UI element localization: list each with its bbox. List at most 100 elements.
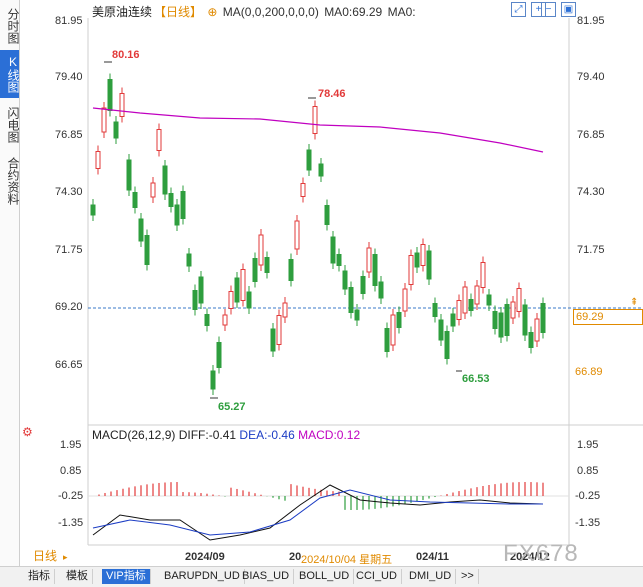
candle-body bbox=[138, 218, 144, 242]
candle-body bbox=[312, 106, 318, 134]
candle-body bbox=[162, 165, 168, 195]
candle-body bbox=[216, 342, 222, 368]
candle-body bbox=[222, 314, 228, 326]
tab-indicators[interactable]: 指标 bbox=[24, 569, 55, 584]
candle-body bbox=[342, 270, 348, 290]
tab-timeshare[interactable]: 分时图 bbox=[6, 8, 20, 44]
macd-name: MACD(26,12,9) bbox=[92, 428, 176, 442]
macd-tick-right-0: 1.95 bbox=[577, 439, 599, 451]
candle-body bbox=[462, 286, 468, 314]
tab-barupdn[interactable]: BARUPDN_UD bbox=[160, 569, 245, 584]
high2-marker: 78.46 bbox=[308, 88, 346, 100]
candle-body bbox=[246, 291, 252, 309]
tab-flash[interactable]: 闪电图 bbox=[6, 107, 20, 143]
chart-header: 美原油连续 【日线】 ⊕ MA(0,0,200,0,0,0) MA0:69.29 … bbox=[92, 3, 418, 20]
candle-body bbox=[270, 328, 276, 352]
y-tick-right-4: 71.75 bbox=[577, 244, 605, 256]
zoom-out-icon[interactable]: − bbox=[541, 2, 556, 17]
macd-tick-left-0: 1.95 bbox=[60, 439, 82, 451]
candle-body bbox=[150, 182, 156, 198]
y-tick-right-0: 81.95 bbox=[577, 15, 605, 27]
period-label[interactable]: 【日线】 bbox=[154, 5, 203, 19]
candle-body bbox=[444, 331, 450, 359]
candle-body bbox=[516, 288, 522, 312]
candle-body bbox=[372, 254, 378, 286]
candle-body bbox=[282, 302, 288, 318]
candle-body bbox=[528, 332, 534, 348]
tab-dmi[interactable]: DMI_UD bbox=[405, 569, 457, 584]
macd-value: MACD:0.12 bbox=[298, 428, 361, 442]
candle-body bbox=[378, 281, 384, 299]
tab-vip-indicators[interactable]: VIP指标 bbox=[102, 569, 151, 584]
y-tick-left-2: 76.85 bbox=[55, 129, 83, 141]
candle-body bbox=[264, 257, 270, 273]
y-tick-left-0: 81.95 bbox=[55, 15, 83, 27]
tab-cci[interactable]: CCI_UD bbox=[352, 569, 402, 584]
symbol-name: 美原油连续 bbox=[92, 5, 153, 19]
candle-body bbox=[474, 285, 480, 305]
macd-tick-right-3: -1.35 bbox=[575, 517, 601, 529]
tab-more[interactable]: >> bbox=[457, 569, 479, 584]
expand-icon[interactable]: ▣ bbox=[561, 2, 576, 17]
y-tick-left-5: 69.20 bbox=[55, 301, 83, 313]
period-button[interactable]: 日线 ▸ bbox=[20, 548, 93, 565]
tab-bias[interactable]: BIAS_UD bbox=[238, 569, 295, 584]
candle-body bbox=[174, 204, 180, 226]
low2-marker: 66.53 bbox=[456, 370, 490, 385]
y-tick-left-3: 74.30 bbox=[55, 186, 83, 198]
macd-header: MACD(26,12,9) DIFF:-0.41 DEA:-0.46 MACD:… bbox=[92, 428, 360, 442]
candle-body bbox=[498, 312, 504, 338]
candle-body bbox=[396, 312, 402, 328]
candle-body bbox=[252, 258, 258, 282]
candle-body bbox=[192, 290, 198, 310]
tab-kline[interactable]: K线图 bbox=[0, 50, 20, 98]
candle-body bbox=[408, 255, 414, 285]
candle-body bbox=[288, 259, 294, 281]
x-label-3: 2024/12 bbox=[510, 551, 550, 563]
zoom-in-icon[interactable]: + bbox=[531, 2, 546, 17]
candle-body bbox=[240, 269, 246, 301]
candle-body bbox=[228, 291, 234, 309]
ma200-line bbox=[92, 107, 544, 153]
candle-body bbox=[156, 129, 162, 151]
candle-body bbox=[390, 314, 396, 346]
settings-icon[interactable]: ⊕ bbox=[207, 5, 218, 19]
candle-body bbox=[258, 234, 264, 266]
candle-body bbox=[450, 313, 456, 327]
candle-body bbox=[366, 247, 372, 273]
high-marker: 80.16 bbox=[104, 49, 140, 63]
period-button-label: 日线 bbox=[33, 549, 58, 563]
candle-body bbox=[107, 79, 113, 111]
tab-contract-info[interactable]: 合约资料 bbox=[6, 157, 20, 205]
candle-body bbox=[306, 149, 312, 171]
macd-settings-icon: ⚙ bbox=[22, 425, 33, 439]
candle-body bbox=[486, 294, 492, 306]
x-label-0: 2024/09 bbox=[185, 551, 225, 563]
left-tab-bar: 分时图 K线图 闪电图 合约资料 bbox=[0, 0, 20, 566]
candle-body bbox=[95, 151, 101, 169]
y-tick-left-4: 71.75 bbox=[55, 244, 83, 256]
chevron-right-icon: ▸ bbox=[63, 552, 68, 562]
candle-body bbox=[318, 163, 324, 177]
macd-tick-left-2: -0.25 bbox=[58, 490, 84, 502]
candle-body bbox=[438, 319, 444, 341]
fit-icon[interactable]: ⤢ bbox=[511, 2, 526, 17]
low-price-marker: 66.89 bbox=[575, 366, 603, 378]
tab-templates[interactable]: 模板 bbox=[62, 569, 93, 584]
candle-body bbox=[119, 93, 125, 117]
low-marker: 65.27 bbox=[210, 397, 246, 413]
candle-body bbox=[414, 252, 420, 268]
candle-body bbox=[354, 309, 360, 321]
candle-body bbox=[294, 220, 300, 250]
candle-body bbox=[180, 191, 186, 219]
macd-dea: DEA:-0.46 bbox=[239, 428, 295, 442]
tab-boll[interactable]: BOLL_UD bbox=[295, 569, 355, 584]
y-tick-left-1: 79.40 bbox=[55, 71, 83, 83]
ma0-value: MA0:69.29 bbox=[324, 5, 383, 19]
candle-body bbox=[198, 276, 204, 304]
candle-body bbox=[300, 183, 306, 197]
y-tick-right-1: 79.40 bbox=[577, 71, 605, 83]
candle-body bbox=[210, 370, 216, 390]
candle-body bbox=[126, 159, 132, 191]
